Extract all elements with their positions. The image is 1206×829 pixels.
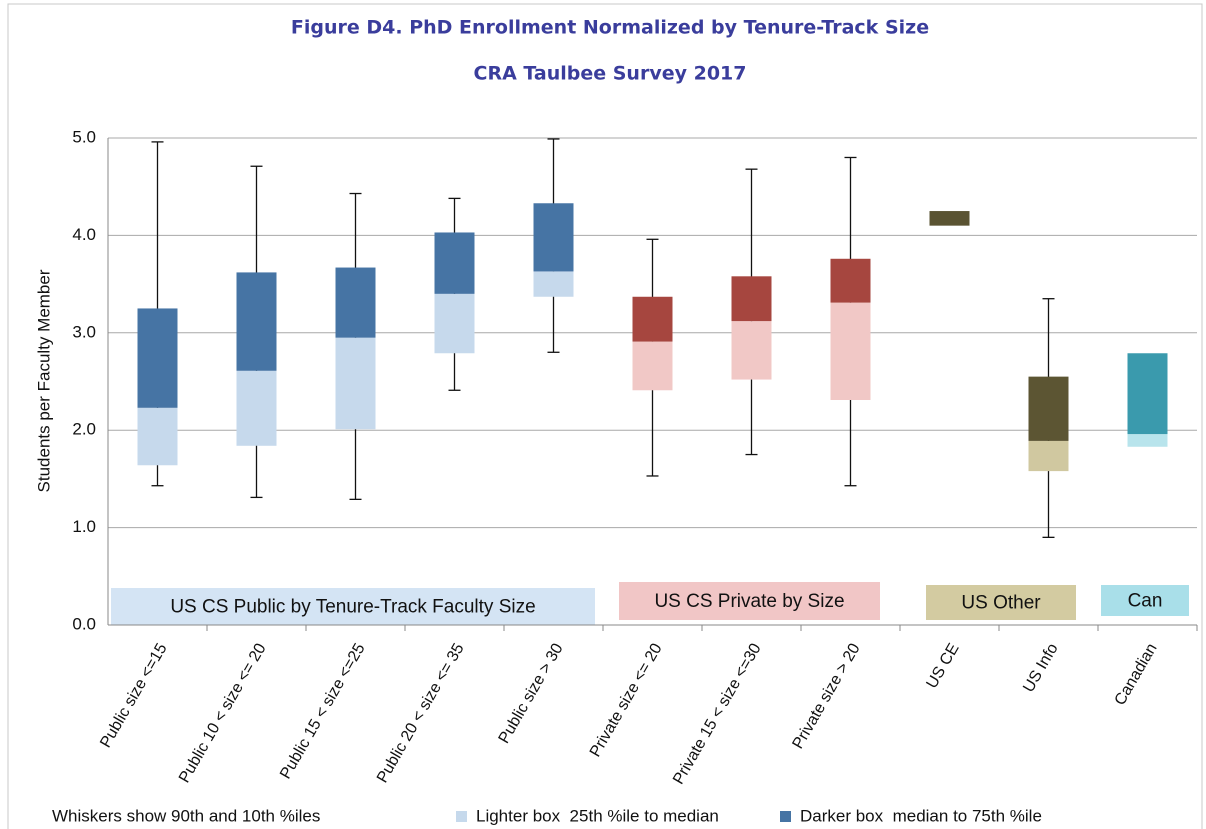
- legend-label: Lighter box 25th %ile to median: [476, 806, 719, 825]
- group-band: [926, 585, 1076, 620]
- group-band: [619, 582, 880, 620]
- box-upper: [236, 272, 277, 371]
- x-tick-label: Private 15 < size <=30: [670, 641, 765, 788]
- group-band: [1101, 585, 1189, 616]
- x-tick-label: Public 15 < size <=25: [277, 641, 369, 782]
- box-upper: [1127, 353, 1168, 435]
- box-lower: [335, 337, 376, 430]
- group-label: US Other: [961, 593, 1041, 614]
- x-tick-label: Public size > 30: [496, 641, 567, 747]
- box-lower: [434, 293, 475, 354]
- box-lower: [632, 341, 673, 391]
- legend-swatch: [780, 811, 791, 822]
- group-band: [111, 588, 595, 625]
- chart-title: Figure D4. PhD Enrollment Normalized by …: [291, 17, 929, 39]
- box-lower: [1127, 434, 1168, 447]
- box-upper: [137, 308, 178, 408]
- box-lower: [830, 302, 871, 401]
- legend-swatch: [456, 811, 467, 822]
- x-tick-label: US CE: [923, 641, 962, 692]
- group-label: Can: [1128, 591, 1163, 612]
- legend-label: Whiskers show 90th and 10th %iles: [52, 806, 320, 825]
- frame: [7, 3, 1203, 829]
- x-tick-label: US Info: [1020, 641, 1061, 696]
- box-lower: [236, 370, 277, 446]
- chart-subtitle: CRA Taulbee Survey 2017: [474, 63, 747, 85]
- box-upper: [632, 296, 673, 342]
- box-upper: [533, 203, 574, 272]
- box-upper: [731, 276, 772, 322]
- box-upper: [434, 232, 475, 294]
- box-lower: [533, 271, 574, 297]
- y-tick-label: 4.0: [72, 225, 96, 244]
- group-label: US CS Private by Size: [654, 591, 844, 612]
- y-tick-label: 0.0: [72, 614, 96, 633]
- y-tick-label: 1.0: [72, 517, 96, 536]
- y-tick-label: 5.0: [72, 127, 96, 146]
- x-tick-label: Public 10 < size <= 20: [176, 641, 270, 786]
- box-upper: [335, 267, 376, 338]
- x-tick-label: Private size <= 20: [587, 641, 666, 761]
- box-upper: [929, 211, 970, 226]
- x-tick-label: Public size <=15: [97, 641, 170, 751]
- box-lower: [137, 407, 178, 466]
- y-tick-label: 2.0: [72, 420, 96, 439]
- group-label: US CS Public by Tenure-Track Faculty Siz…: [170, 597, 535, 618]
- box-upper: [1028, 376, 1069, 441]
- y-tick-label: 3.0: [72, 322, 96, 341]
- x-tick-label: Private size > 20: [790, 641, 864, 752]
- box-lower: [731, 321, 772, 380]
- box-upper: [830, 258, 871, 303]
- y-axis-label: Students per Faculty Member: [34, 269, 53, 492]
- x-tick-label: Canadian: [1112, 641, 1161, 709]
- x-tick-label: Public 20 < size <= 35: [374, 641, 468, 786]
- box-lower: [1028, 440, 1069, 472]
- legend-label: Darker box median to 75th %ile: [800, 806, 1042, 825]
